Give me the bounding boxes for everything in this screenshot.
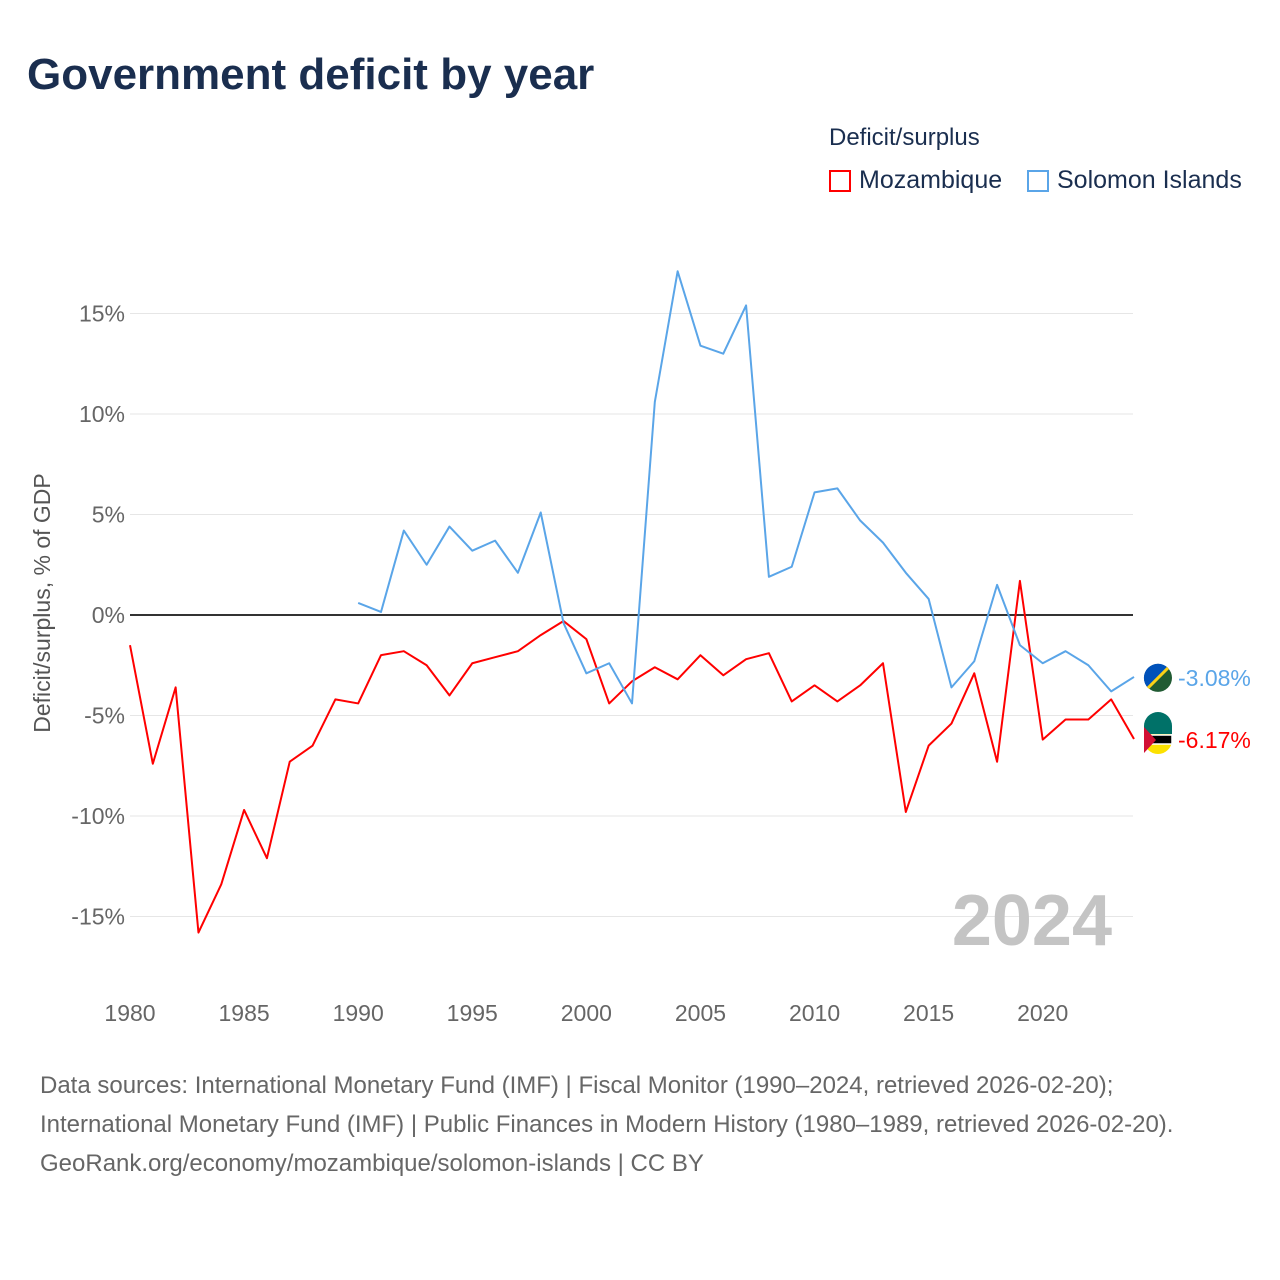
source-link[interactable]: GeoRank.org/economy/mozambique/solomon-i… <box>40 1150 704 1177</box>
page-title: Government deficit by year <box>27 50 595 99</box>
x-tick-label: 1985 <box>219 1000 270 1026</box>
legend-swatch <box>829 169 851 192</box>
footer: Data sources: International Monetary Fun… <box>40 1066 1250 1183</box>
y-axis-label: Deficit/surplus, % of GDP <box>29 473 55 732</box>
line-chart: 15% 10% 5% 0% -5% -10% -15% 1980 1985 1990 1995 200… <box>29 270 1251 1026</box>
legend-label: Mozambique <box>859 166 1003 194</box>
data-sources: Data sources: International Monetary Fun… <box>40 1072 1174 1138</box>
legend-item-solomon-islands[interactable]: Solomon Islands <box>1027 166 1242 195</box>
year-watermark: 2024 <box>952 881 1112 961</box>
legend-title: Deficit/surplus <box>829 124 980 151</box>
x-tick-label: 1990 <box>333 1000 384 1026</box>
x-tick-label: 2020 <box>1017 1000 1068 1026</box>
series-line-solomon-islands[interactable] <box>357 270 1135 705</box>
solomon-islands-flag-icon <box>1143 663 1172 692</box>
mozambique-flag-icon <box>1143 712 1173 755</box>
y-tick-label: -5% <box>84 703 125 729</box>
x-tick-label: 2010 <box>789 1000 840 1026</box>
y-tick-label: 15% <box>79 301 125 327</box>
legend-item-mozambique[interactable]: Mozambique <box>829 166 1002 195</box>
end-value-label: -6.17% <box>1178 727 1251 753</box>
y-tick-label: 0% <box>92 602 125 628</box>
legend-label: Solomon Islands <box>1057 166 1242 194</box>
y-tick-label: -10% <box>71 803 125 829</box>
x-tick-label: 1995 <box>447 1000 498 1026</box>
series-line-mozambique[interactable] <box>129 579 1135 934</box>
end-value-label: -3.08% <box>1178 665 1251 691</box>
x-tick-label: 2000 <box>561 1000 612 1026</box>
x-tick-label: 2015 <box>903 1000 954 1026</box>
legend-swatch <box>1027 169 1049 192</box>
y-tick-label: -15% <box>71 904 125 930</box>
x-tick-label: 1980 <box>104 1000 155 1026</box>
x-tick-label: 2005 <box>675 1000 726 1026</box>
y-tick-label: 10% <box>79 401 125 427</box>
y-tick-label: 5% <box>92 502 125 528</box>
